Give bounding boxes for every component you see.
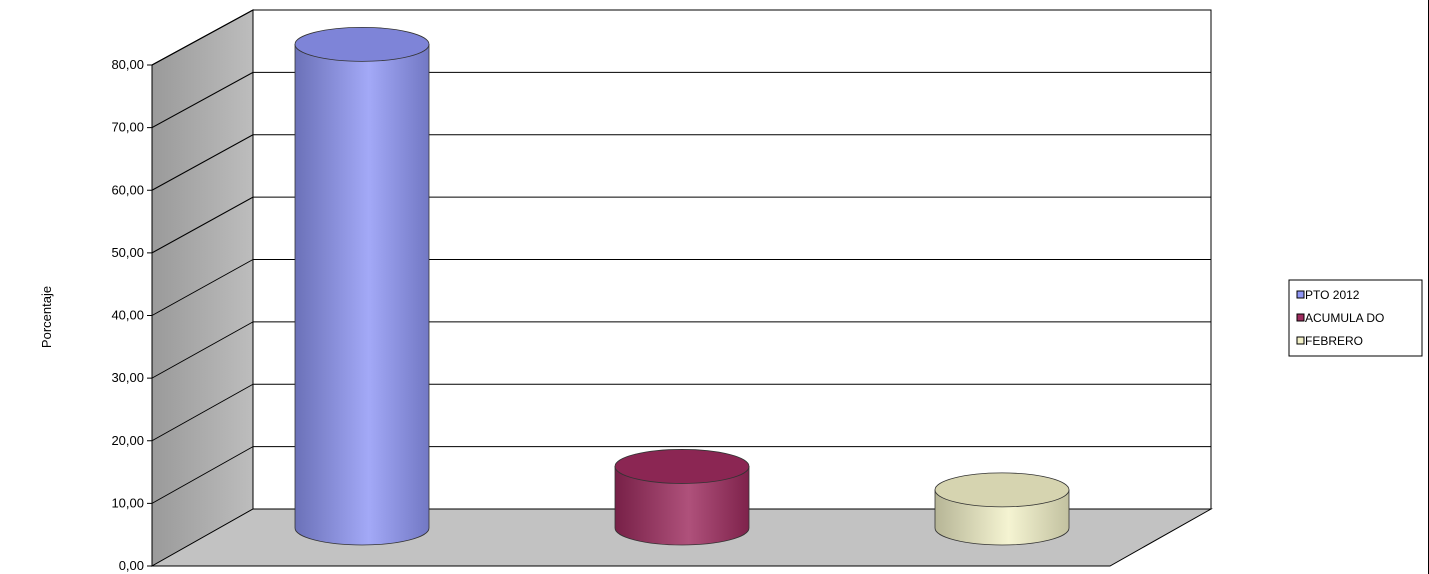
bar-3-top (934, 472, 1070, 508)
bars (294, 26, 1070, 546)
bar-3 (934, 472, 1070, 546)
gridline-side (151, 9, 254, 66)
y-tick-label: 70,00 (111, 120, 144, 135)
legend-label: ACUMULA DO (1305, 311, 1384, 325)
legend-label: FEBRERO (1305, 334, 1363, 348)
bar-2-body (614, 466, 750, 546)
gridline-side (151, 134, 254, 191)
legend-swatch (1296, 336, 1305, 345)
y-tick-label: 80,00 (111, 57, 144, 72)
legend-swatch (1296, 290, 1305, 299)
gridline-side (151, 383, 254, 442)
y-tick-label: 20,00 (111, 433, 144, 448)
y-axis: 0,00 10,00 20,00 30,00 40,00 50,00 60,00 70,00 8… (111, 57, 153, 573)
gridline-side (151, 446, 254, 504)
legend: PTO 2012 ACUMULA DO FEBRERO (1288, 279, 1423, 357)
y-ticks: 0,00 10,00 20,00 30,00 40,00 50,00 60,00 70,00 8… (111, 57, 152, 573)
y-tick-label: 10,00 (111, 495, 144, 510)
bar-1-body (294, 43, 430, 546)
y-tick-label: 0,00 (119, 558, 144, 573)
y-axis-label: Porcentaje (39, 286, 54, 348)
legend-label: PTO 2012 (1305, 288, 1360, 302)
y-tick-label: 60,00 (111, 182, 144, 197)
gridline-side (151, 321, 254, 379)
y-tick-label: 40,00 (111, 308, 144, 323)
bar-2-top (614, 449, 750, 484)
y-tick-label: 30,00 (111, 370, 144, 385)
bar-1-top (294, 26, 430, 62)
legend-items: PTO 2012 ACUMULA DO FEBRERO (1296, 288, 1384, 348)
legend-swatch (1296, 313, 1305, 322)
legend-box (1288, 279, 1423, 357)
gridline-side (151, 259, 254, 316)
gridline-side (151, 71, 254, 129)
bar-1 (294, 26, 430, 546)
bar-2 (614, 449, 750, 546)
y-tick-label: 50,00 (111, 245, 144, 260)
gridline-side (151, 196, 254, 254)
